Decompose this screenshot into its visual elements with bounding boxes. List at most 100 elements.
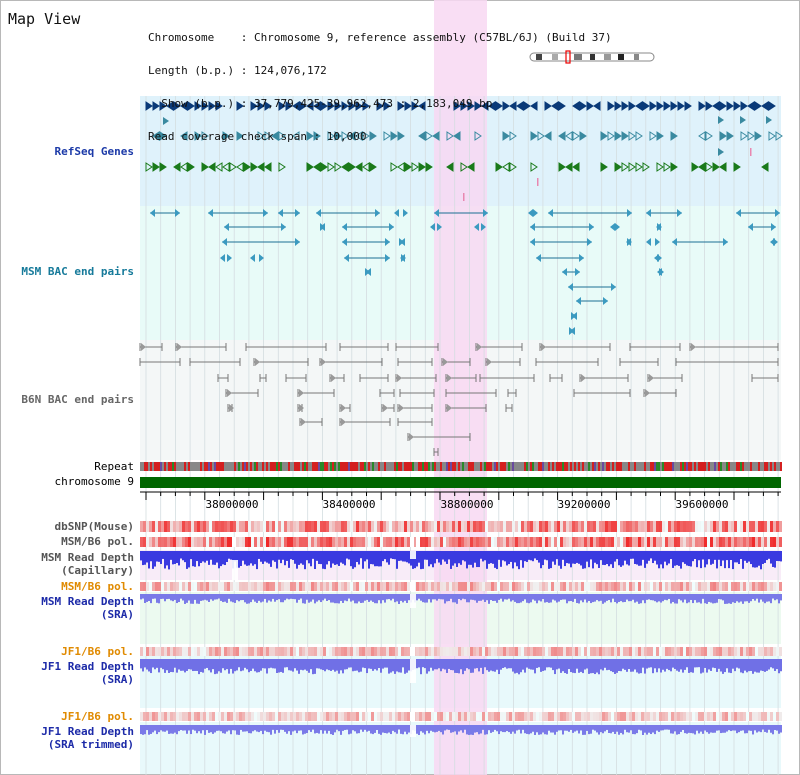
depth-bar bbox=[576, 659, 578, 669]
jf1-pol-cell bbox=[353, 712, 356, 721]
info-chromosome: Chromosome : Chromosome 9, reference ass… bbox=[148, 31, 612, 44]
jf1-pol-cell bbox=[485, 712, 488, 721]
gene-arrow bbox=[236, 162, 244, 172]
depth-bar bbox=[256, 659, 258, 673]
msm-pol-cell bbox=[152, 537, 155, 547]
gene-arrow bbox=[768, 101, 776, 111]
depth-bar bbox=[766, 659, 768, 671]
depth-bar bbox=[230, 594, 232, 602]
depth-bar bbox=[704, 551, 706, 568]
gene-arrow bbox=[418, 101, 426, 111]
depth-bar bbox=[614, 725, 616, 734]
repeat-segment bbox=[666, 462, 668, 471]
depth-bar bbox=[302, 725, 304, 735]
depth-bar bbox=[550, 659, 552, 668]
depth-bar bbox=[178, 725, 180, 732]
jf1-pol-cell bbox=[686, 647, 689, 656]
ruler-label: 39600000 bbox=[676, 498, 729, 511]
msm-pol-cell bbox=[272, 537, 275, 547]
jf1-pol-cell bbox=[311, 712, 314, 721]
gene-arrow bbox=[313, 162, 321, 172]
dbsnp-cell bbox=[665, 521, 668, 532]
msm-pol-cell bbox=[485, 582, 488, 591]
bac-end bbox=[659, 268, 664, 276]
msm-pol-cell bbox=[698, 582, 701, 591]
depth-bar bbox=[356, 725, 358, 734]
depth-bar bbox=[478, 551, 480, 568]
depth-bar bbox=[664, 594, 666, 600]
repeat-segment bbox=[246, 462, 248, 471]
depth-bar bbox=[602, 551, 604, 565]
repeat-track[interactable] bbox=[140, 462, 782, 471]
msm-pol-cell bbox=[527, 582, 530, 591]
msm-pol-cell bbox=[338, 537, 341, 547]
depth-bar bbox=[772, 659, 774, 669]
depth-bar bbox=[340, 659, 342, 671]
gene-arrow bbox=[719, 101, 727, 111]
polymorphism-heatmaps[interactable] bbox=[140, 521, 782, 721]
repeat-segment bbox=[200, 462, 202, 471]
depth-bar bbox=[314, 659, 316, 674]
bac-end bbox=[399, 404, 404, 412]
jf1-pol-cell bbox=[275, 647, 278, 656]
gene-arrow bbox=[292, 131, 300, 141]
depth-bar bbox=[142, 551, 144, 566]
depth-bar bbox=[674, 659, 676, 669]
msm-pol-cell bbox=[200, 537, 203, 547]
depth-bar bbox=[500, 725, 502, 732]
msm-pol-cell bbox=[155, 537, 158, 547]
depth-bar bbox=[630, 594, 632, 602]
depth-bar bbox=[532, 659, 534, 670]
selection-highlight[interactable] bbox=[434, 0, 487, 775]
read-depth-tracks[interactable] bbox=[140, 551, 782, 737]
msm-pol-cell bbox=[311, 582, 314, 591]
msm-pol-cell bbox=[221, 582, 224, 591]
gene-arrow bbox=[320, 162, 328, 172]
depth-bar bbox=[422, 659, 424, 668]
bac-end bbox=[576, 297, 581, 305]
msm-pol-cell bbox=[212, 537, 215, 547]
gap bbox=[410, 712, 415, 721]
gene-arrow bbox=[516, 101, 524, 111]
bac-end bbox=[299, 404, 304, 412]
depth-bar bbox=[438, 725, 440, 731]
jf1-pol-cell bbox=[371, 647, 374, 656]
depth-bar bbox=[338, 551, 340, 566]
depth-bar bbox=[224, 659, 226, 671]
dbsnp-cell bbox=[620, 521, 623, 532]
dbsnp-cell bbox=[572, 521, 575, 532]
depth-bar bbox=[294, 659, 296, 669]
msm-pol-cell bbox=[167, 537, 170, 547]
depth-bar bbox=[260, 659, 262, 671]
chromosome-ideogram[interactable] bbox=[529, 50, 655, 64]
msm-pol-cell bbox=[290, 582, 293, 591]
depth-bar bbox=[656, 725, 658, 731]
dbsnp-cell bbox=[173, 521, 176, 532]
repeat-segment bbox=[644, 462, 646, 471]
depth-bar bbox=[296, 725, 298, 734]
repeat-segment bbox=[320, 462, 322, 471]
msm-pol-cell bbox=[335, 582, 338, 591]
depth-bar bbox=[506, 551, 508, 566]
depth-bar bbox=[172, 725, 174, 734]
depth-bar bbox=[542, 551, 544, 566]
msm-pol-cell bbox=[743, 537, 746, 547]
depth-bar bbox=[464, 551, 466, 562]
jf1-pol-cell bbox=[536, 647, 539, 656]
gene-arrow bbox=[376, 101, 384, 111]
dbsnp-cell bbox=[707, 521, 710, 532]
depth-bar bbox=[300, 659, 302, 670]
depth-bar bbox=[444, 725, 446, 731]
depth-bar bbox=[446, 551, 448, 564]
b6n-bac-pairs-track[interactable] bbox=[139, 343, 779, 456]
depth-bar bbox=[730, 551, 732, 560]
msm-pol-cell bbox=[227, 537, 230, 547]
jf1-pol-cell bbox=[395, 647, 398, 656]
bac-end bbox=[250, 254, 255, 262]
dbsnp-cell bbox=[371, 521, 374, 532]
msm-bac-pairs-track[interactable] bbox=[150, 209, 780, 335]
refseq-genes-track[interactable] bbox=[145, 101, 783, 201]
msm-pol-cell bbox=[461, 582, 464, 591]
jf1-pol-cell bbox=[359, 647, 362, 656]
